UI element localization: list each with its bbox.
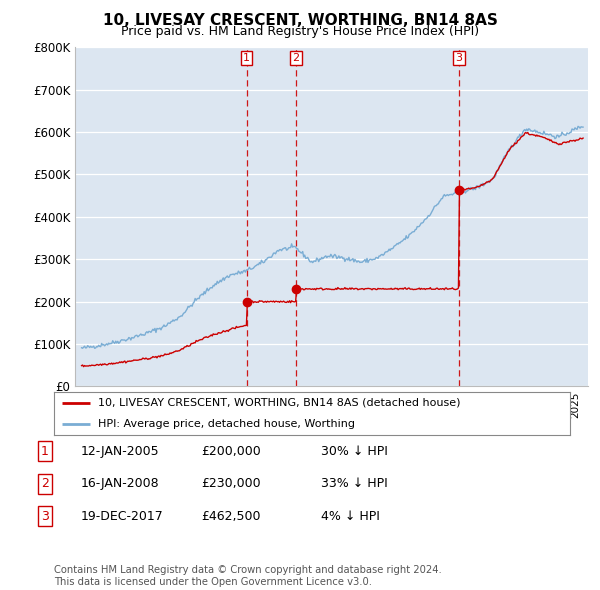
Text: HPI: Average price, detached house, Worthing: HPI: Average price, detached house, Wort… (98, 419, 355, 429)
Text: Price paid vs. HM Land Registry's House Price Index (HPI): Price paid vs. HM Land Registry's House … (121, 25, 479, 38)
Text: 1: 1 (243, 53, 250, 63)
Text: 1: 1 (41, 445, 49, 458)
Text: 2: 2 (41, 477, 49, 490)
Text: 2: 2 (292, 53, 299, 63)
Text: 3: 3 (455, 53, 463, 63)
Text: £462,500: £462,500 (201, 510, 260, 523)
Text: 4% ↓ HPI: 4% ↓ HPI (321, 510, 380, 523)
Text: 33% ↓ HPI: 33% ↓ HPI (321, 477, 388, 490)
Text: 19-DEC-2017: 19-DEC-2017 (81, 510, 164, 523)
Text: Contains HM Land Registry data © Crown copyright and database right 2024.
This d: Contains HM Land Registry data © Crown c… (54, 565, 442, 587)
Text: £200,000: £200,000 (201, 445, 261, 458)
Text: 16-JAN-2008: 16-JAN-2008 (81, 477, 160, 490)
Text: £230,000: £230,000 (201, 477, 260, 490)
Text: 30% ↓ HPI: 30% ↓ HPI (321, 445, 388, 458)
Text: 12-JAN-2005: 12-JAN-2005 (81, 445, 160, 458)
Text: 3: 3 (41, 510, 49, 523)
Text: 10, LIVESAY CRESCENT, WORTHING, BN14 8AS (detached house): 10, LIVESAY CRESCENT, WORTHING, BN14 8AS… (98, 398, 460, 408)
Text: 10, LIVESAY CRESCENT, WORTHING, BN14 8AS: 10, LIVESAY CRESCENT, WORTHING, BN14 8AS (103, 13, 497, 28)
